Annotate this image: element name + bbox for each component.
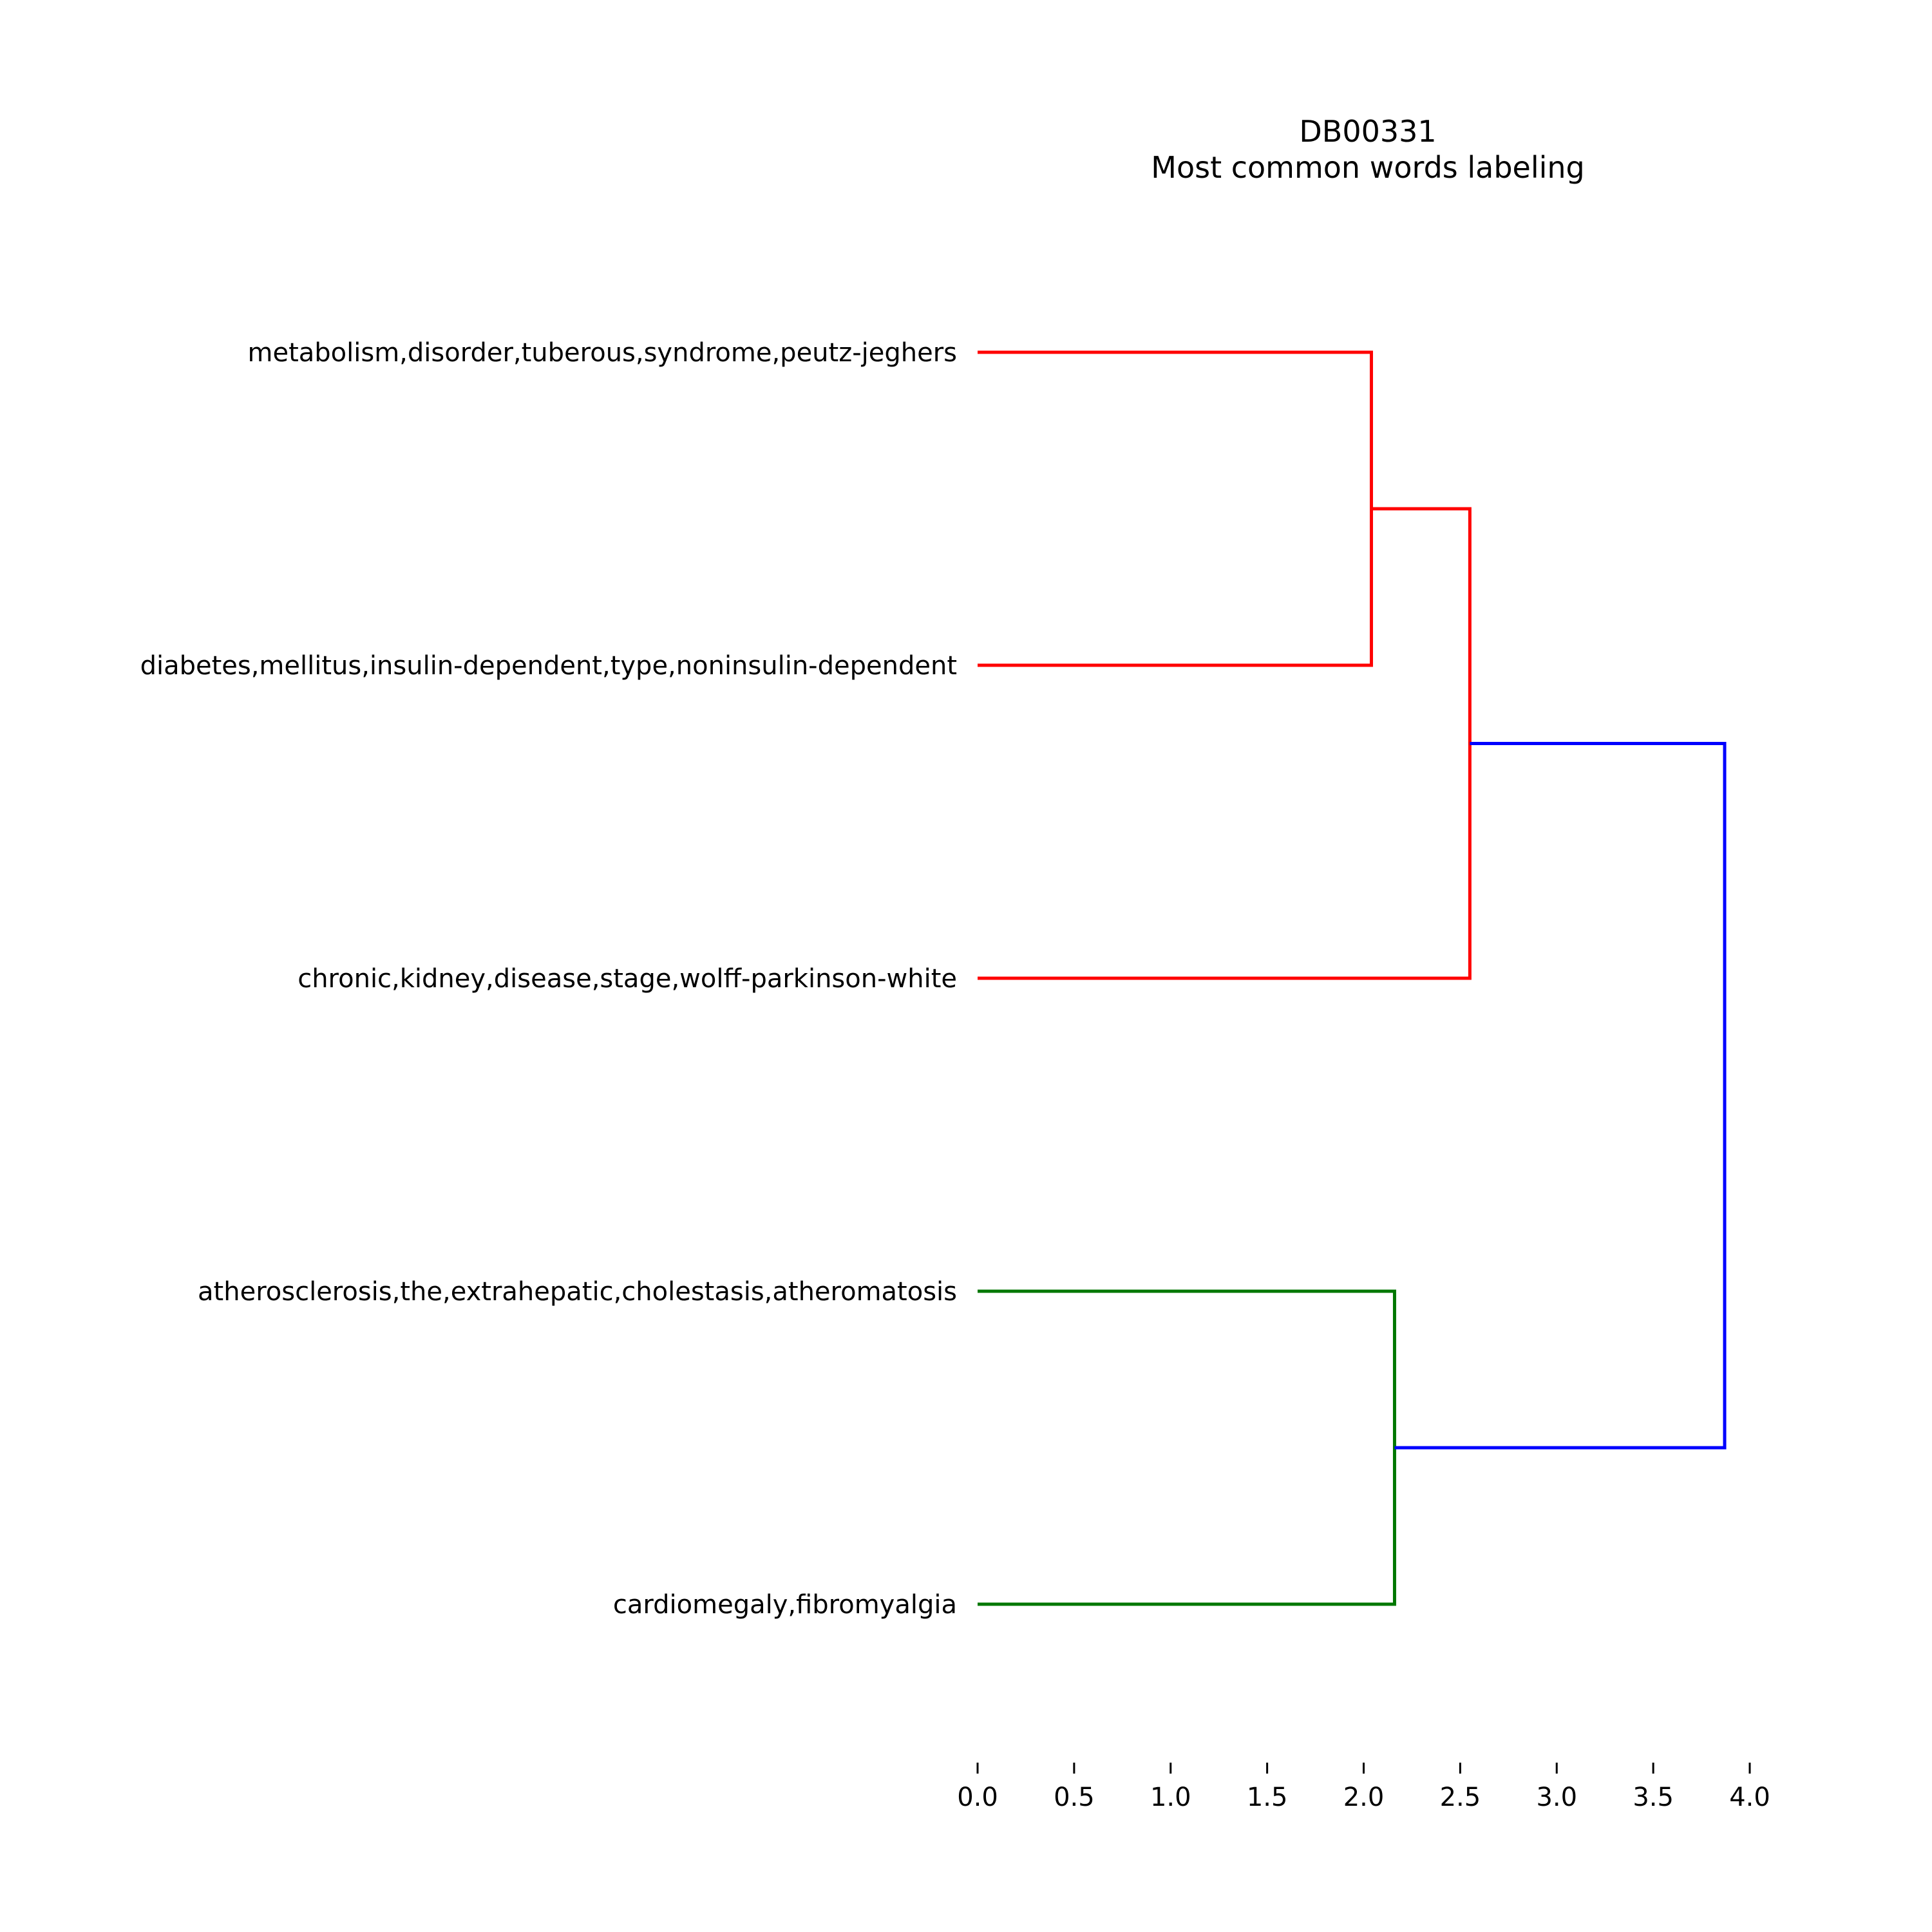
x-tick-label: 0.5 <box>1054 1783 1095 1812</box>
leaf-label: diabetes,mellitus,insulin-dependent,type… <box>140 651 957 681</box>
x-tick-label: 3.5 <box>1633 1783 1674 1812</box>
x-axis: 0.0 0.5 1.0 1.5 2.0 2.5 3.0 3.5 4.0 <box>957 1763 1770 1812</box>
x-tick-label: 1.0 <box>1150 1783 1191 1812</box>
x-tick-label: 4.0 <box>1729 1783 1770 1812</box>
x-tick-label: 2.0 <box>1343 1783 1385 1812</box>
x-tick-label: 3.0 <box>1536 1783 1577 1812</box>
leaf-label: cardiomegaly,fibromyalgia <box>613 1590 957 1620</box>
dendrogram-link <box>1394 742 1727 1450</box>
chart-subtitle: Most common words labeling <box>1151 150 1584 185</box>
x-tick-label: 2.5 <box>1440 1783 1481 1812</box>
dendrogram-link <box>978 1289 1396 1606</box>
x-tick-label: 0.0 <box>957 1783 998 1812</box>
dendrogram-link <box>978 350 1373 667</box>
leaf-label: metabolism,disorder,tuberous,syndrome,pe… <box>248 338 957 368</box>
leaf-label: chronic,kidney,disease,stage,wolff-parki… <box>298 964 957 994</box>
leaf-label: atherosclerosis,the,extrahepatic,cholest… <box>198 1277 957 1307</box>
dendrogram-link <box>978 507 1472 980</box>
leaf-labels: metabolism,disorder,tuberous,syndrome,pe… <box>140 338 957 1620</box>
dendrogram-links <box>978 350 1727 1606</box>
chart-title: DB00331 <box>1299 114 1436 149</box>
x-tick-label: 1.5 <box>1247 1783 1288 1812</box>
